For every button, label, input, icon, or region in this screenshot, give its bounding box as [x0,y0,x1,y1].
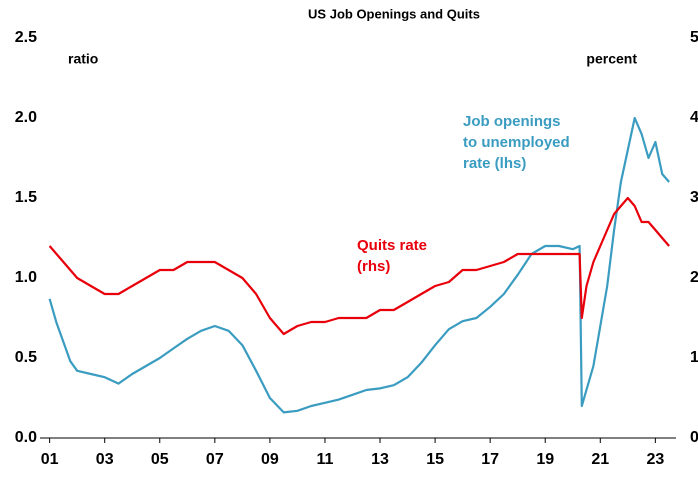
x-tick-label: 13 [371,451,389,468]
x-tick-label: 05 [151,451,169,468]
x-tick-label: 15 [426,451,444,468]
y-axis-label: ratio [68,51,98,67]
series-label: Job openings [463,113,561,130]
series-label: Quits rate [357,237,427,254]
y2-axis-label: percent [586,51,637,67]
x-tick-label: 21 [591,451,609,468]
series-line [48,196,670,336]
x-tick-label: 23 [646,451,664,468]
y-tick-label: 2.0 [15,109,37,126]
y-tick-label: 1.5 [15,189,37,206]
y-tick-label: 2.5 [15,29,37,46]
series-line [48,116,670,414]
y2-tick-label: 2 [690,269,698,286]
series-label: rate (lhs) [463,155,526,172]
y2-tick-label: 5 [690,29,698,46]
x-tick-label: 17 [481,451,499,468]
series-label: to unemployed [463,134,570,151]
x-tick-label: 09 [261,451,279,468]
y2-tick-label: 0 [690,429,698,446]
y-tick-label: 1.0 [15,269,37,286]
x-tick-label: 03 [96,451,114,468]
y-tick-label: 0.0 [15,429,37,446]
y2-tick-label: 1 [690,349,698,366]
x-tick-label: 01 [41,451,59,468]
x-tick-label: 11 [317,451,334,468]
series-label: (rhs) [357,258,390,275]
chart-title: US Job Openings and Quits [308,6,480,21]
x-tick-label: 07 [206,451,224,468]
y2-tick-label: 3 [690,189,698,206]
y-tick-label: 0.5 [15,349,37,366]
x-tick-label: 19 [536,451,554,468]
y2-tick-label: 4 [690,109,698,126]
